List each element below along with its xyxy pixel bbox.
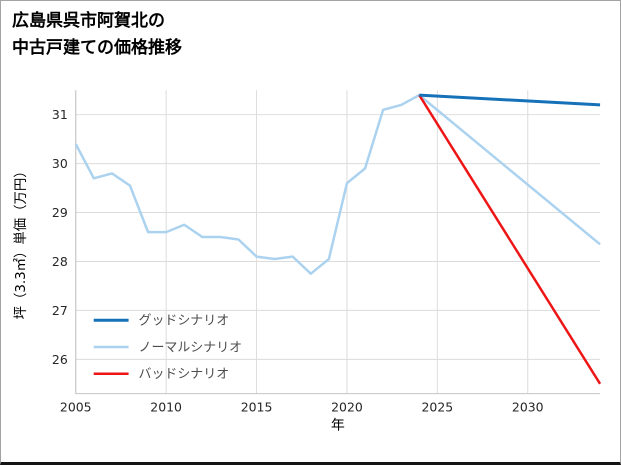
x-tick-label: 2030	[512, 399, 544, 414]
good-scenario-line	[419, 93, 601, 107]
x-tick-label: 2015	[241, 399, 273, 414]
y-tick-label: 28	[52, 254, 68, 269]
x-tick-label: 2005	[60, 399, 92, 414]
x-tick-label: 2010	[150, 399, 182, 414]
y-tick-label: 30	[52, 156, 68, 171]
y-tick-label: 26	[52, 352, 68, 367]
y-axis-title: 坪（3.3㎡）単価（万円）	[13, 164, 29, 319]
legend-label-good-scenario: グッドシナリオ	[139, 314, 230, 329]
bad-scenario-line	[418, 94, 602, 385]
x-axis-title: 年	[331, 417, 345, 433]
y-tick-label: 27	[52, 303, 68, 318]
chart-title-line2: 中古戸建ての価格推移	[12, 38, 182, 58]
legend-item-normal-scenario: ノーマルシナリオ	[93, 340, 243, 355]
x-tick-label: 2020	[331, 399, 363, 414]
normal-scenario-line	[74, 93, 601, 275]
y-tick-label: 29	[52, 205, 68, 220]
legend-label-bad-scenario: バッドシナリオ	[139, 367, 230, 382]
legend-item-bad-scenario: バッドシナリオ	[93, 367, 230, 382]
chart-title: 広島県呉市阿賀北の 中古戸建ての価格推移	[12, 8, 182, 62]
chart-title-line1: 広島県呉市阿賀北の	[12, 11, 165, 31]
legend-item-good-scenario: グッドシナリオ	[93, 314, 230, 329]
x-tick-label: 2025	[422, 399, 454, 414]
y-tick-label: 31	[52, 107, 68, 122]
legend-label-normal-scenario: ノーマルシナリオ	[139, 340, 243, 355]
